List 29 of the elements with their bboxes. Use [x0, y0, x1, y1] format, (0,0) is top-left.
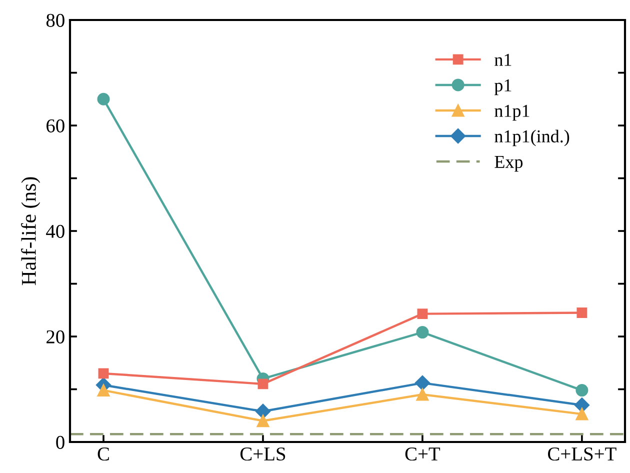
legend-label: Exp — [494, 156, 523, 172]
y-tick-label: 60 — [46, 119, 64, 132]
y-tick-label: 80 — [46, 14, 64, 27]
point — [97, 384, 110, 397]
y-axis-title: Half-life (ns) — [21, 177, 40, 286]
y-tick-label: 40 — [46, 224, 64, 238]
point — [255, 404, 271, 419]
point — [414, 375, 430, 390]
y-tick-label: 20 — [46, 330, 64, 344]
legend-label: n1p1 — [494, 104, 530, 121]
x-tick-label: C — [98, 447, 109, 461]
point — [417, 308, 428, 320]
point — [576, 384, 588, 397]
legend-label: n1 — [494, 54, 512, 66]
point — [256, 414, 270, 428]
point — [416, 388, 429, 401]
legend-label: n1p1(ind.) — [494, 130, 570, 146]
point — [416, 326, 429, 339]
x-tick-label: C+LS+T — [548, 447, 616, 461]
point — [98, 368, 109, 379]
point — [574, 398, 590, 413]
point — [258, 378, 268, 390]
x-tick-label: C+T — [405, 447, 440, 461]
point — [576, 408, 588, 420]
point — [97, 92, 110, 106]
y-tick-label: 0 — [56, 436, 64, 449]
legend-label: p1 — [494, 79, 512, 96]
x-tick-label: C+LS — [240, 447, 286, 461]
point — [576, 308, 588, 318]
